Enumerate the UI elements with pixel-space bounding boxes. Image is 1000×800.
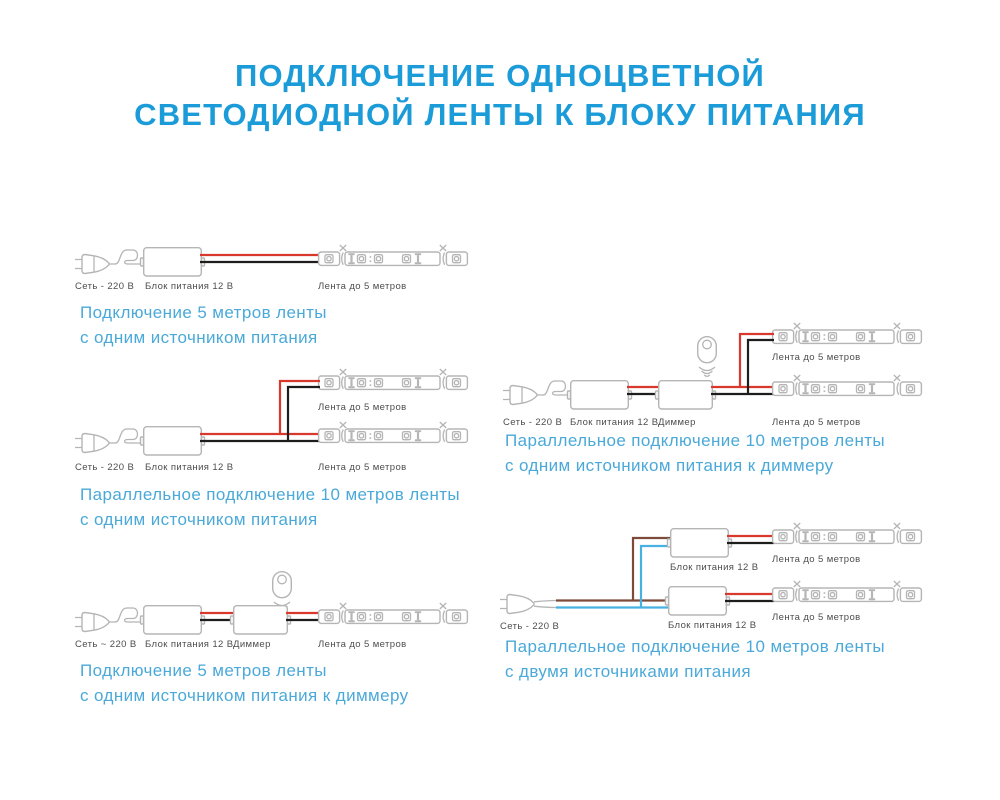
caption-single-5m-dimmer: Подключение 5 метров ленты с одним источ… — [80, 658, 409, 708]
mains-label: Сеть ~ 220 В — [75, 639, 137, 650]
led-strip — [773, 323, 922, 343]
caption-line-2: с двумя источниками питания — [505, 662, 751, 681]
caption-line-2: с одним источником питания — [80, 510, 318, 529]
dimmer-label: Диммер — [233, 639, 271, 650]
psu-label: Блок питания 12 В — [570, 417, 659, 428]
strip-label: Лента до 5 метров — [772, 554, 861, 565]
diagram-single-5m: Сеть - 220 В Блок питания 12 В Лента до … — [74, 236, 470, 292]
wire-red — [200, 379, 320, 436]
strip-label: Лента до 5 метров — [772, 417, 861, 428]
led-strip — [773, 523, 922, 543]
caption-line-1: Подключение 5 метров ленты — [80, 303, 327, 322]
mains-label: Сеть - 220 В — [500, 621, 559, 632]
psu-label: Блок питания 12 В — [145, 281, 234, 292]
caption-line-1: Параллельное подключение 10 метров ленты — [505, 431, 886, 450]
psu-box — [666, 528, 733, 558]
strip-label: Лента до 5 метров — [318, 639, 407, 650]
strip-label: Лента до 5 метров — [772, 612, 861, 623]
psu-box — [139, 246, 206, 277]
caption-parallel-10m-one-psu: Параллельное подключение 10 метров ленты… — [80, 482, 460, 532]
strip-label: Лента до 5 метров — [318, 462, 407, 473]
caption-parallel-10m-dimmer: Параллельное подключение 10 метров ленты… — [505, 428, 885, 478]
psu-box — [139, 426, 206, 456]
led-strip — [319, 603, 468, 623]
psu-box — [664, 586, 731, 616]
plug-icon — [499, 593, 557, 615]
dimmer-box — [654, 380, 717, 410]
mains-label: Сеть - 220 В — [75, 462, 134, 473]
diagram-parallel-10m-two-psu: Блок питания 12 В Лента до 5 метров Сеть… — [499, 520, 960, 632]
page-title: ПОДКЛЮЧЕНИЕ ОДНОЦВЕТНОЙ СВЕТОДИОДНОЙ ЛЕН… — [0, 56, 1000, 134]
psu-label: Блок питания 12 В — [668, 620, 757, 631]
caption-line-2: с одним источником питания к диммеру — [505, 456, 834, 475]
psu-box — [566, 380, 633, 410]
mains-label: Сеть - 220 В — [503, 417, 562, 428]
caption-line-2: с одним источником питания — [80, 328, 318, 347]
title-line-2: СВЕТОДИОДНОЙ ЛЕНТЫ К БЛОКУ ПИТАНИЯ — [134, 97, 866, 132]
led-strip — [319, 245, 468, 265]
dimmer-label: Диммер — [658, 417, 696, 428]
caption-single-5m: Подключение 5 метров ленты с одним источ… — [80, 300, 327, 350]
plug-icon — [502, 380, 572, 406]
psu-label: Блок питания 12 В — [145, 639, 234, 650]
title-line-1: ПОДКЛЮЧЕНИЕ ОДНОЦВЕТНОЙ — [234, 58, 766, 93]
caption-line-1: Параллельное подключение 10 метров ленты — [505, 637, 886, 656]
strip-label: Лента до 5 метров — [772, 352, 861, 363]
plug-icon — [74, 249, 144, 275]
remote-icon — [697, 336, 717, 378]
dimmer-box — [229, 605, 292, 635]
caption-line-1: Параллельное подключение 10 метров ленты — [80, 485, 461, 504]
plug-icon — [74, 428, 144, 454]
diagram-parallel-10m-dimmer: Лента до 5 метров Сеть - 220 В Блок пита… — [502, 318, 960, 428]
plug-icon — [74, 607, 144, 633]
psu-box — [139, 605, 206, 635]
strip-label: Лента до 5 метров — [318, 281, 407, 292]
wire-blue — [556, 544, 672, 609]
strip-label: Лента до 5 метров — [318, 402, 407, 413]
led-strip — [773, 581, 922, 601]
wire-black — [711, 338, 774, 396]
diagram-single-5m-dimmer: Сеть ~ 220 В Блок питания 12 В Диммер Ле… — [74, 571, 470, 650]
caption-parallel-10m-two-psu: Параллельное подключение 10 метров ленты… — [505, 634, 885, 684]
wire-brown — [556, 536, 672, 602]
caption-line-1: Подключение 5 метров ленты — [80, 661, 327, 680]
led-strip — [319, 422, 468, 442]
led-strip — [319, 369, 468, 389]
psu-label: Блок питания 12 В — [145, 462, 234, 473]
diagram-parallel-10m-one-psu: Лента до 5 метров Сеть - 220 В Блок пита… — [74, 366, 470, 473]
caption-line-2: с одним источником питания к диммеру — [80, 686, 409, 705]
led-strip — [773, 375, 922, 395]
mains-label: Сеть - 220 В — [75, 281, 134, 292]
wire-red — [711, 332, 774, 389]
psu-label: Блок питания 12 В — [670, 562, 759, 573]
wire-black — [200, 385, 320, 443]
